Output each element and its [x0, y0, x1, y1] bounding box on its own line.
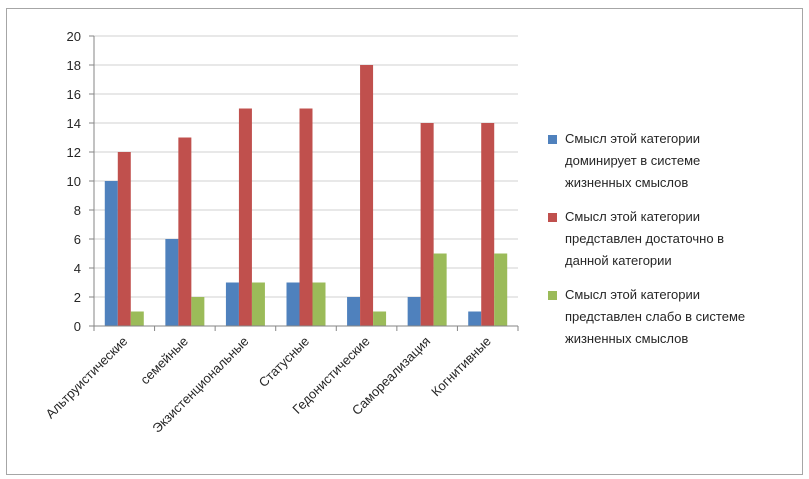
bar: [494, 253, 508, 326]
bar-chart: 0 2 4 6 8 10 12 14 16 18 20 Альтруистические семейн…: [43, 29, 746, 436]
bar: [299, 108, 313, 326]
y-tick-label: 2: [74, 290, 81, 305]
y-tick-label: 8: [74, 203, 81, 218]
bar: [312, 282, 326, 326]
x-tick-label: семейные: [137, 334, 191, 388]
y-tick-label: 18: [67, 58, 81, 73]
y-axis-tick-labels: 0 2 4 6 8 10 12 14 16 18 20: [67, 29, 81, 334]
bar: [433, 253, 447, 326]
y-tick-label: 16: [67, 87, 81, 102]
legend-entry: Смысл этой категории доминирует в системе…: [548, 131, 700, 190]
bar: [238, 108, 252, 326]
y-tick-label: 6: [74, 232, 81, 247]
bars: [104, 65, 508, 326]
bar: [130, 311, 144, 326]
bar: [360, 65, 374, 326]
y-tick-label: 14: [67, 116, 81, 131]
bar: [373, 311, 387, 326]
legend-label: Смысл этой категории доминирует в системе…: [565, 131, 700, 190]
bar: [117, 152, 131, 326]
x-axis-tick-labels: Альтруистические семейныеЭкзистенциональн…: [43, 334, 494, 436]
x-tick-label: Альтруистические: [43, 334, 131, 422]
bar: [347, 297, 361, 326]
legend: Смысл этой категории доминирует в системе…: [548, 131, 745, 346]
legend-label: Смысл этой категории представлен слабо в …: [565, 287, 745, 346]
legend-swatch: [548, 291, 557, 300]
bar: [104, 181, 118, 326]
y-tick-label: 4: [74, 261, 81, 276]
axes: [89, 35, 519, 331]
y-tick-label: 12: [67, 145, 81, 160]
chart-frame: 0 2 4 6 8 10 12 14 16 18 20 Альтруистические семейн…: [6, 8, 803, 475]
y-tick-label: 20: [67, 29, 81, 44]
bar: [191, 297, 205, 326]
legend-swatch: [548, 135, 557, 144]
bar: [251, 282, 265, 326]
bar: [420, 123, 434, 326]
bar: [407, 297, 421, 326]
legend-label: Смысл этой категории представлен достаточ…: [565, 209, 724, 268]
legend-entry: Смысл этой категории представлен слабо в …: [548, 287, 745, 346]
bar: [481, 123, 495, 326]
legend-swatch: [548, 213, 557, 222]
bar: [286, 282, 300, 326]
bar: [225, 282, 239, 326]
legend-entry: Смысл этой категории представлен достаточ…: [548, 209, 724, 268]
y-tick-label: 0: [74, 319, 81, 334]
bar: [165, 239, 179, 326]
x-tick-label: Когнитивные: [428, 334, 494, 400]
bar: [178, 137, 192, 326]
bar: [468, 311, 482, 326]
x-tick-label: Статусные: [256, 334, 312, 390]
y-tick-label: 10: [67, 174, 81, 189]
